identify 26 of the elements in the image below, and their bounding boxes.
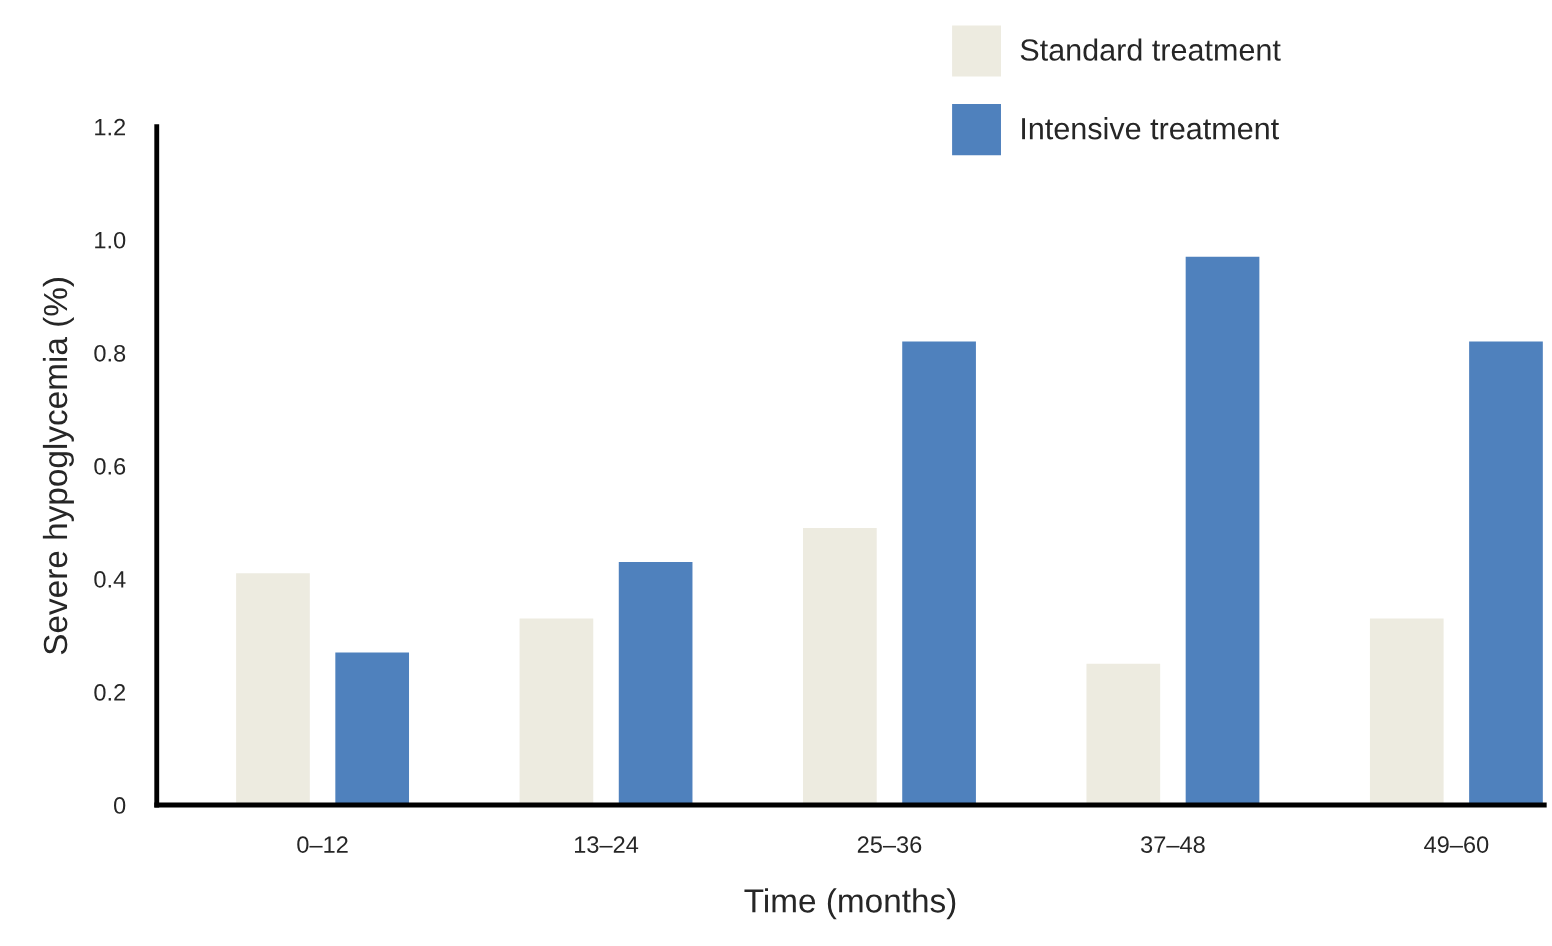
y-tick-label: 1.2 (95, 118, 126, 136)
bar (519, 618, 594, 806)
x-axis-title: Time (months) (744, 888, 956, 920)
bar (236, 573, 310, 806)
bar (803, 528, 877, 806)
x-tick-label: 13–24 (575, 836, 639, 853)
y-tick-label: 1.0 (95, 231, 126, 249)
y-tick-label: 0.6 (94, 457, 126, 475)
bar (1369, 618, 1444, 806)
x-tick-label: 49–60 (1424, 836, 1489, 853)
bar (1086, 663, 1161, 806)
y-tick-label: 0.2 (94, 684, 126, 701)
legend-label: Standard treatment (1020, 38, 1281, 61)
bar (902, 341, 976, 806)
y-tick-label: 0.8 (94, 344, 126, 362)
bar (335, 652, 410, 806)
x-tick-label: 0–12 (297, 836, 348, 853)
bar (1185, 256, 1260, 806)
y-tick-label: 0 (113, 797, 126, 814)
y-tick-label: 0.4 (94, 571, 126, 588)
legend-label: Intensive treatment (1022, 117, 1279, 140)
y-axis-title: Severe hypoglycemia (%) (42, 278, 74, 655)
x-tick-label: 37–48 (1141, 836, 1205, 853)
x-tick-label: 25–36 (857, 836, 922, 853)
bar (1469, 341, 1543, 806)
bar (618, 561, 693, 806)
